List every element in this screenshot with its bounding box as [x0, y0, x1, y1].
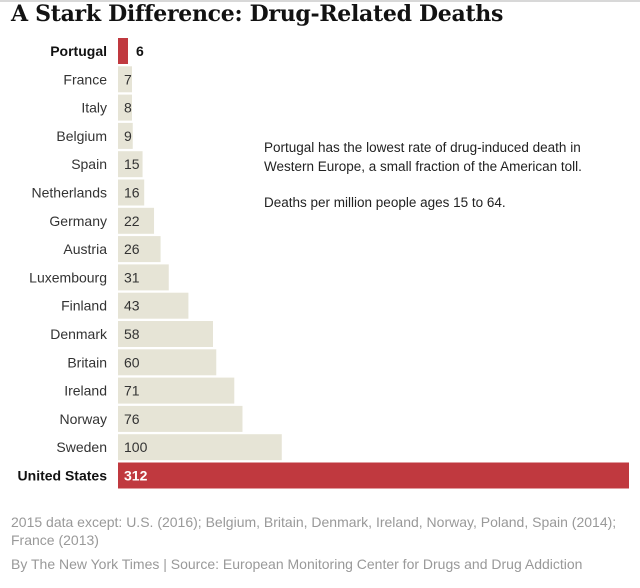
category-label-sweden: Sweden [56, 439, 107, 455]
value-label-spain: 15 [124, 156, 140, 172]
value-label-portugal: 6 [136, 43, 144, 59]
value-label-italy: 8 [124, 100, 132, 116]
value-label-ireland: 71 [124, 383, 140, 399]
data-footnote: 2015 data except: U.S. (2016); Belgium, … [11, 514, 617, 548]
value-label-germany: 22 [124, 213, 140, 229]
category-label-france: France [63, 71, 107, 87]
category-label-belgium: Belgium [56, 128, 107, 144]
bar-row-denmark: Denmark 58 [50, 321, 213, 347]
category-label-spain: Spain [71, 156, 107, 172]
bar-portugal [118, 38, 128, 64]
chart-annotation: Portugal has the lowest rate of drug-ind… [264, 138, 634, 212]
value-label-luxembourg: 31 [124, 269, 140, 285]
value-label-france: 7 [124, 71, 132, 87]
bar-denmark [118, 321, 213, 347]
category-label-germany: Germany [49, 213, 107, 229]
bar-row-portugal: Portugal 6 [50, 38, 144, 64]
category-label-finland: Finland [61, 298, 107, 314]
bar-austria [118, 236, 161, 263]
bar-row-netherlands: Netherlands 16 [32, 179, 145, 206]
category-label-luxembourg: Luxembourg [29, 269, 107, 285]
bar-row-ireland: Ireland 71 [64, 377, 235, 404]
category-label-italy: Italy [81, 100, 107, 116]
bar-sweden [118, 434, 282, 461]
category-label-united-states: United States [18, 468, 108, 484]
category-label-netherlands: Netherlands [32, 185, 108, 201]
bar-norway [118, 405, 243, 432]
value-label-norway: 76 [124, 411, 140, 427]
value-label-sweden: 100 [124, 439, 148, 455]
source-credit: By The New York Times | Source: European… [11, 556, 583, 572]
annotation-unit: Deaths per million people ages 15 to 64. [264, 195, 506, 210]
bar-row-germany: Germany 22 [49, 207, 155, 234]
category-label-denmark: Denmark [50, 326, 108, 342]
bar-britain [118, 349, 217, 376]
category-label-norway: Norway [60, 411, 107, 427]
bar-row-france: France 7 [63, 66, 132, 93]
bar-row-sweden: Sweden 100 [56, 434, 282, 461]
bar-germany [118, 207, 155, 234]
bar-italy [118, 94, 132, 121]
bar-finland [118, 292, 189, 319]
bar-row-united-states: United States 312 [18, 462, 629, 489]
value-label-belgium: 9 [124, 128, 132, 144]
top-rule [0, 0, 640, 2]
bar-row-britain: Britain 60 [67, 349, 217, 376]
category-label-austria: Austria [63, 241, 107, 257]
category-label-ireland: Ireland [64, 383, 107, 399]
category-label-portugal: Portugal [50, 43, 107, 59]
bar-france [118, 66, 132, 93]
bar-netherlands [118, 179, 145, 206]
bar-ireland [118, 377, 235, 404]
value-label-britain: 60 [124, 354, 140, 370]
bar-row-norway: Norway 76 [60, 405, 243, 432]
bar-united-states [118, 462, 629, 489]
bar-row-finland: Finland 43 [61, 292, 189, 319]
bar-row-spain: Spain 15 [71, 151, 143, 178]
bar-row-belgium: Belgium 9 [56, 122, 133, 149]
category-label-britain: Britain [67, 354, 107, 370]
bar-chart: Portugal 6 France 7 Italy 8 Belgium 9 Spain 15 Net… [18, 38, 629, 489]
bar-row-italy: Italy 8 [81, 94, 132, 121]
value-label-finland: 43 [124, 298, 140, 314]
value-label-netherlands: 16 [124, 185, 140, 201]
bar-spain [118, 151, 143, 178]
bar-belgium [118, 122, 133, 149]
value-label-united-states: 312 [124, 468, 148, 484]
bar-row-austria: Austria 26 [63, 236, 161, 263]
bar-luxembourg [118, 264, 169, 291]
bar-row-luxembourg: Luxembourg 31 [29, 264, 169, 291]
value-label-denmark: 58 [124, 326, 140, 342]
annotation-summary: Portugal has the lowest rate of drug-ind… [264, 140, 582, 174]
value-label-austria: 26 [124, 241, 140, 257]
chart-title: A Stark Difference: Drug-Related Deaths [11, 1, 504, 27]
